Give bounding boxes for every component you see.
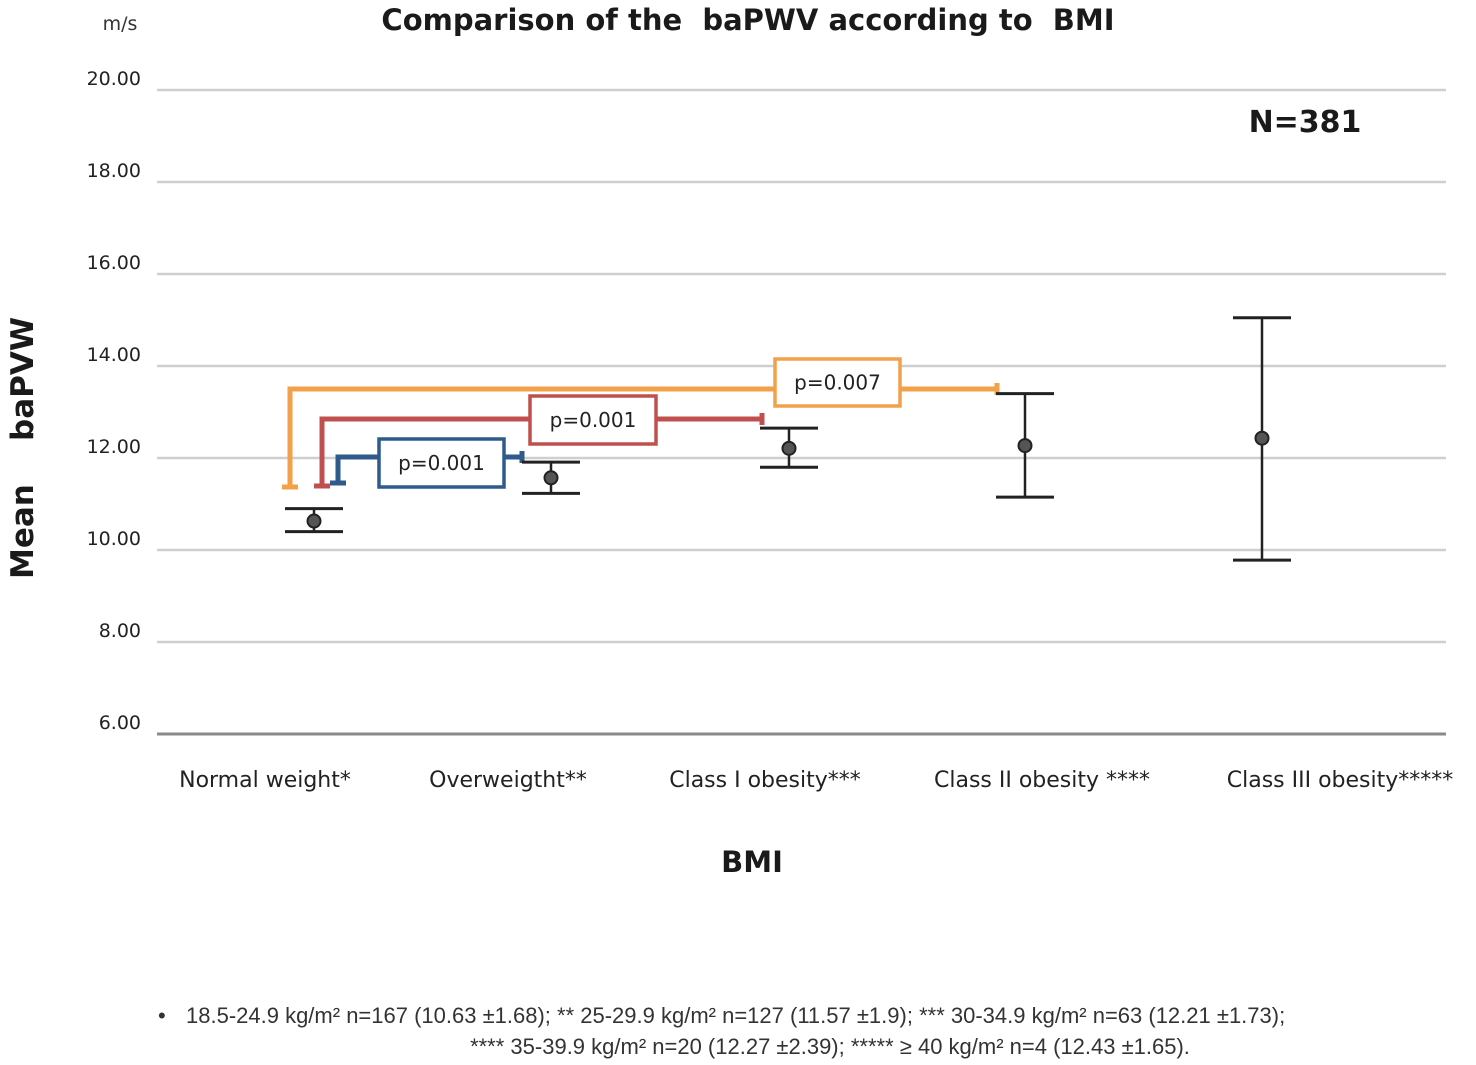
chart: Comparison of the baPWV according to BMI…	[5, 3, 1454, 879]
y-tick-label: 12.00	[87, 436, 141, 458]
p-value-box	[528, 394, 658, 446]
comparison-bracket: p=0.001	[330, 437, 525, 489]
p-value-box	[377, 437, 506, 489]
unit-label: m/s	[103, 13, 138, 35]
footnote: 18.5-24.9 kg/m² n=167 (10.63 ±1.68); ** …	[150, 1000, 1450, 1062]
x-tick-label: Normal weight*	[179, 768, 351, 793]
p-value-box	[773, 357, 902, 408]
p-value-label: p=0.001	[398, 451, 485, 475]
x-tick-label: Class III obesity*****	[1227, 768, 1454, 793]
p-value-label: p=0.001	[550, 408, 637, 432]
mean-point	[781, 440, 797, 456]
x-tick-label: Overweigtht**	[429, 768, 587, 793]
footnote-line-1: 18.5-24.9 kg/m² n=167 (10.63 ±1.68); ** …	[150, 1000, 1450, 1031]
y-tick-label: 6.00	[99, 712, 141, 734]
comparison-bracket: p=0.007	[282, 357, 1000, 490]
y-tick-label: 14.00	[87, 344, 141, 366]
mean-point	[1254, 430, 1270, 446]
comparison-line	[287, 386, 997, 487]
error-bar	[760, 426, 818, 469]
error-bar	[996, 392, 1054, 499]
x-tick-label: Class I obesity***	[669, 768, 861, 793]
y-tick-label: 16.00	[87, 252, 141, 274]
mean-point	[543, 470, 559, 486]
y-tick-label: 8.00	[99, 620, 141, 642]
mean-point	[306, 513, 322, 529]
error-bar	[285, 507, 343, 534]
y-tick-label: 20.00	[87, 68, 141, 90]
y-tick-label: 18.00	[87, 160, 141, 182]
p-value-label: p=0.007	[794, 371, 881, 395]
y-axis-label: Mean baPVW	[5, 317, 41, 579]
y-tick-label: 10.00	[87, 528, 141, 550]
comparison-bracket: p=0.001	[314, 394, 765, 489]
x-tick-label: Class II obesity ****	[934, 768, 1150, 793]
sample-size-annotation: N=381	[1249, 105, 1362, 140]
footnote-line-2: **** 35-39.9 kg/m² n=20 (12.27 ±2.39); *…	[470, 1034, 1190, 1059]
chart-title: Comparison of the baPWV according to BMI	[381, 3, 1114, 37]
mean-point	[1017, 438, 1033, 454]
error-bar	[522, 460, 580, 495]
error-bar	[1233, 316, 1291, 562]
x-axis-label: BMI	[721, 845, 783, 879]
